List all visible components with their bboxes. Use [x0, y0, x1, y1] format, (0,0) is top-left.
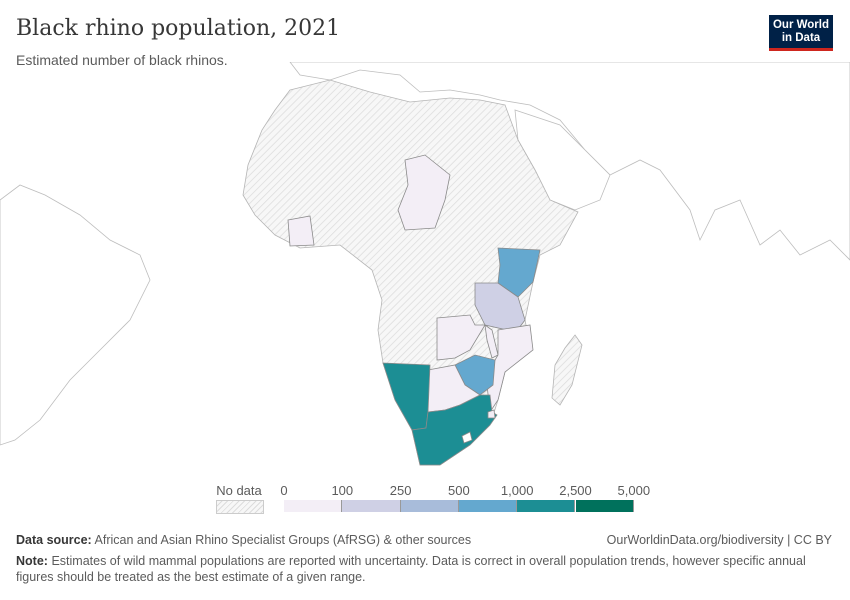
- south-america-outline: [0, 184, 151, 446]
- data-source: Data source: African and Asian Rhino Spe…: [16, 533, 471, 547]
- country-chad[interactable]: [397, 154, 451, 231]
- country-namibia[interactable]: [382, 362, 431, 431]
- legend-tick: 0: [280, 483, 288, 498]
- legend-tick: 500: [448, 483, 470, 498]
- legend-bin[interactable]: [575, 500, 634, 512]
- legend-tick: 5,000: [617, 483, 651, 498]
- note-text: Estimates of wild mammal populations are…: [16, 554, 806, 584]
- subtitle: Estimated number of black rhinos.: [16, 52, 228, 68]
- legend-tick: 250: [389, 483, 412, 498]
- legend-tick: 1,000: [500, 483, 534, 498]
- country-malawi[interactable]: [484, 324, 499, 359]
- legend-bin[interactable]: [517, 500, 576, 512]
- page-title: Black rhino population, 2021: [16, 16, 341, 41]
- legend-tick: 100: [331, 483, 354, 498]
- legend-tick: 2,500: [559, 483, 592, 498]
- legend-bin[interactable]: [342, 500, 401, 512]
- legend-bin[interactable]: [400, 500, 459, 512]
- country-mozambique[interactable]: [486, 324, 534, 414]
- owid-logo[interactable]: Our World in Data: [769, 15, 833, 51]
- country-tanzania[interactable]: [474, 282, 526, 333]
- map: [0, 62, 850, 466]
- madagascar: [551, 334, 583, 406]
- europe-asia-outline: [289, 62, 850, 261]
- source-url[interactable]: OurWorldinData.org/biodiversity | CC BY: [606, 533, 832, 547]
- note-label: Note:: [16, 554, 48, 568]
- legend-no-data-swatch: [216, 500, 264, 514]
- country-eswatini[interactable]: [487, 409, 496, 419]
- legend-bin[interactable]: [458, 500, 518, 512]
- country-lesotho[interactable]: [461, 431, 473, 444]
- source-text: African and Asian Rhino Specialist Group…: [94, 533, 472, 547]
- source-label: Data source:: [16, 533, 92, 547]
- country-cote-d-ivoire[interactable]: [287, 215, 315, 247]
- legend-no-data-label: No data: [216, 483, 262, 498]
- note: Note: Estimates of wild mammal populatio…: [16, 553, 816, 585]
- country-zambia[interactable]: [436, 314, 486, 361]
- legend-bin[interactable]: [284, 500, 343, 512]
